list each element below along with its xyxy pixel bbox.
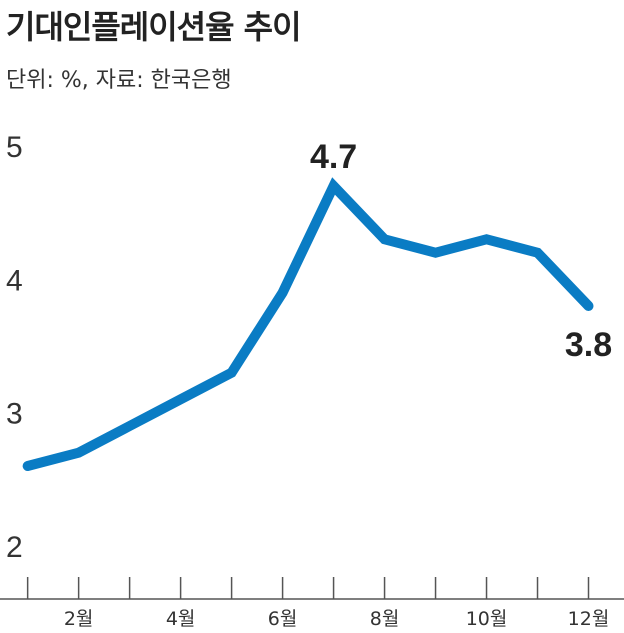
data-point bbox=[383, 238, 386, 241]
y-tick-label: 3 bbox=[6, 398, 23, 431]
x-tick-label: 12월 bbox=[568, 608, 610, 630]
data-point bbox=[179, 398, 182, 401]
data-point bbox=[230, 371, 233, 374]
data-point bbox=[485, 238, 488, 241]
y-tick-label: 4 bbox=[6, 264, 23, 297]
x-axis: 2월 4월 6월 8월 10월 12월 bbox=[0, 577, 624, 630]
data-point bbox=[536, 251, 539, 254]
data-label: 3.8 bbox=[565, 326, 612, 364]
data-point bbox=[77, 451, 80, 454]
data-point bbox=[587, 305, 590, 307]
data-point bbox=[281, 291, 284, 294]
chart-subtitle: 단위: %, 자료: 한국은행 bbox=[6, 68, 232, 93]
x-tick-label: 4월 bbox=[166, 608, 196, 630]
series-group bbox=[22, 177, 594, 471]
x-tick-label: 6월 bbox=[268, 608, 298, 630]
chart-title: 기대인플레이션율 추이 bbox=[6, 8, 302, 46]
y-tick-label: 5 bbox=[6, 131, 23, 164]
x-tick-label: 2월 bbox=[64, 608, 94, 630]
x-tick-label: 8월 bbox=[370, 608, 400, 630]
y-axis: 2 3 4 5 bbox=[6, 131, 23, 564]
data-label: 4.7 bbox=[310, 138, 357, 176]
data-point bbox=[434, 251, 437, 254]
data-point bbox=[332, 185, 335, 187]
data-labels-group: 4.7 3.8 bbox=[310, 138, 612, 364]
series-line bbox=[22, 177, 594, 471]
y-tick-label: 2 bbox=[6, 531, 23, 564]
data-point bbox=[26, 465, 29, 467]
x-tick-label: 10월 bbox=[466, 608, 508, 630]
data-point bbox=[128, 425, 131, 427]
